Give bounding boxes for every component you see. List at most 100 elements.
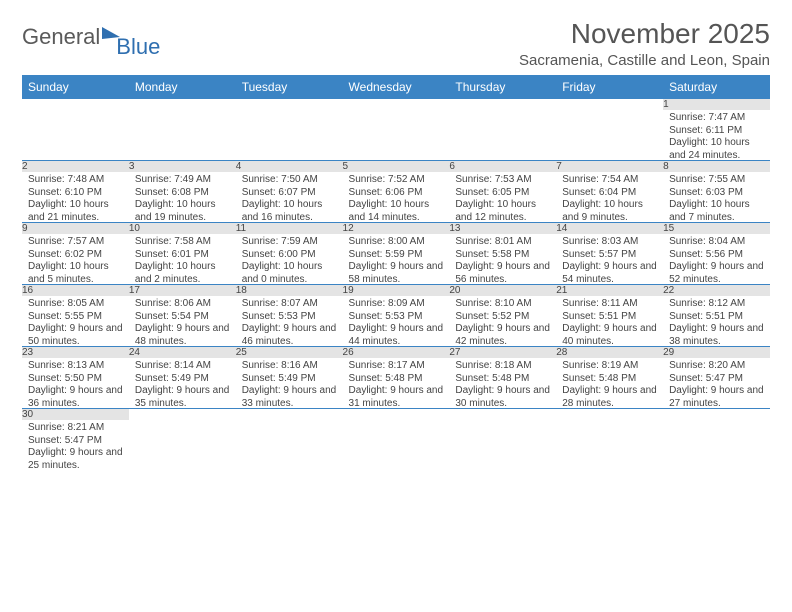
day-number: 28 <box>556 347 663 359</box>
sunrise-text: Sunrise: 7:58 AM <box>135 236 230 249</box>
week-daynum-row: 1 <box>22 99 770 110</box>
day-cell: Sunrise: 8:17 AMSunset: 5:48 PMDaylight:… <box>343 358 450 409</box>
daylight-text: Daylight: 9 hours and 48 minutes. <box>135 323 230 348</box>
sunset-text: Sunset: 5:47 PM <box>28 435 123 448</box>
day-cell: Sunrise: 8:14 AMSunset: 5:49 PMDaylight:… <box>129 358 236 409</box>
sunrise-text: Sunrise: 7:54 AM <box>562 174 657 187</box>
day-number: 27 <box>449 347 556 359</box>
day-cell: Sunrise: 8:20 AMSunset: 5:47 PMDaylight:… <box>663 358 770 409</box>
week-content-row: Sunrise: 7:48 AMSunset: 6:10 PMDaylight:… <box>22 172 770 223</box>
day-number: 14 <box>556 223 663 235</box>
daylight-text: Daylight: 10 hours and 21 minutes. <box>28 199 123 224</box>
day-number <box>129 409 236 421</box>
sunrise-text: Sunrise: 7:59 AM <box>242 236 337 249</box>
week-daynum-row: 23242526272829 <box>22 347 770 359</box>
title-block: November 2025 Sacramenia, Castille and L… <box>519 18 770 69</box>
daylight-text: Daylight: 9 hours and 28 minutes. <box>562 385 657 410</box>
day-number <box>449 99 556 110</box>
location: Sacramenia, Castille and Leon, Spain <box>519 52 770 69</box>
day-cell: Sunrise: 8:01 AMSunset: 5:58 PMDaylight:… <box>449 234 556 285</box>
day-number: 1 <box>663 99 770 110</box>
daylight-text: Daylight: 9 hours and 44 minutes. <box>349 323 444 348</box>
week-content-row: Sunrise: 8:05 AMSunset: 5:55 PMDaylight:… <box>22 296 770 347</box>
day-number: 11 <box>236 223 343 235</box>
sunrise-text: Sunrise: 8:18 AM <box>455 360 550 373</box>
day-cell: Sunrise: 7:50 AMSunset: 6:07 PMDaylight:… <box>236 172 343 223</box>
sunrise-text: Sunrise: 7:47 AM <box>669 112 764 125</box>
sunrise-text: Sunrise: 8:01 AM <box>455 236 550 249</box>
sunset-text: Sunset: 5:49 PM <box>135 373 230 386</box>
day-header: Friday <box>556 75 663 99</box>
day-cell: Sunrise: 8:18 AMSunset: 5:48 PMDaylight:… <box>449 358 556 409</box>
sunset-text: Sunset: 5:48 PM <box>562 373 657 386</box>
daylight-text: Daylight: 10 hours and 7 minutes. <box>669 199 764 224</box>
day-cell: Sunrise: 8:19 AMSunset: 5:48 PMDaylight:… <box>556 358 663 409</box>
sunset-text: Sunset: 5:48 PM <box>349 373 444 386</box>
day-cell: Sunrise: 8:11 AMSunset: 5:51 PMDaylight:… <box>556 296 663 347</box>
day-header: Sunday <box>22 75 129 99</box>
sunset-text: Sunset: 6:02 PM <box>28 249 123 262</box>
day-cell <box>343 110 450 161</box>
logo: General Blue <box>22 18 164 50</box>
week-content-row: Sunrise: 7:57 AMSunset: 6:02 PMDaylight:… <box>22 234 770 285</box>
sunset-text: Sunset: 5:58 PM <box>455 249 550 262</box>
month-title: November 2025 <box>519 18 770 50</box>
day-cell <box>663 420 770 470</box>
day-number: 7 <box>556 161 663 173</box>
day-number <box>556 409 663 421</box>
day-header-row: Sunday Monday Tuesday Wednesday Thursday… <box>22 75 770 99</box>
day-header: Wednesday <box>343 75 450 99</box>
daylight-text: Daylight: 9 hours and 40 minutes. <box>562 323 657 348</box>
week-content-row: Sunrise: 7:47 AMSunset: 6:11 PMDaylight:… <box>22 110 770 161</box>
calendar-body: 1Sunrise: 7:47 AMSunset: 6:11 PMDaylight… <box>22 99 770 470</box>
daylight-text: Daylight: 9 hours and 56 minutes. <box>455 261 550 286</box>
day-number <box>556 99 663 110</box>
day-number: 10 <box>129 223 236 235</box>
day-cell: Sunrise: 7:52 AMSunset: 6:06 PMDaylight:… <box>343 172 450 223</box>
sunrise-text: Sunrise: 8:13 AM <box>28 360 123 373</box>
day-cell <box>449 110 556 161</box>
sunrise-text: Sunrise: 7:55 AM <box>669 174 764 187</box>
day-number: 6 <box>449 161 556 173</box>
day-number: 30 <box>22 409 129 421</box>
day-number <box>343 99 450 110</box>
day-cell <box>556 110 663 161</box>
day-number <box>236 409 343 421</box>
day-number: 17 <box>129 285 236 297</box>
sunrise-text: Sunrise: 8:17 AM <box>349 360 444 373</box>
sunset-text: Sunset: 5:52 PM <box>455 311 550 324</box>
day-number: 4 <box>236 161 343 173</box>
day-cell: Sunrise: 7:47 AMSunset: 6:11 PMDaylight:… <box>663 110 770 161</box>
sunset-text: Sunset: 6:06 PM <box>349 187 444 200</box>
calendar-table: Sunday Monday Tuesday Wednesday Thursday… <box>22 75 770 470</box>
sunset-text: Sunset: 6:03 PM <box>669 187 764 200</box>
sunrise-text: Sunrise: 7:50 AM <box>242 174 337 187</box>
sunrise-text: Sunrise: 8:00 AM <box>349 236 444 249</box>
day-number <box>449 409 556 421</box>
daylight-text: Daylight: 9 hours and 52 minutes. <box>669 261 764 286</box>
day-cell: Sunrise: 7:54 AMSunset: 6:04 PMDaylight:… <box>556 172 663 223</box>
daylight-text: Daylight: 9 hours and 58 minutes. <box>349 261 444 286</box>
sunset-text: Sunset: 6:11 PM <box>669 125 764 138</box>
sunrise-text: Sunrise: 8:16 AM <box>242 360 337 373</box>
day-number: 25 <box>236 347 343 359</box>
day-cell: Sunrise: 7:59 AMSunset: 6:00 PMDaylight:… <box>236 234 343 285</box>
sunrise-text: Sunrise: 8:10 AM <box>455 298 550 311</box>
sunset-text: Sunset: 6:01 PM <box>135 249 230 262</box>
sunrise-text: Sunrise: 7:48 AM <box>28 174 123 187</box>
sunset-text: Sunset: 5:48 PM <box>455 373 550 386</box>
daylight-text: Daylight: 9 hours and 50 minutes. <box>28 323 123 348</box>
sunrise-text: Sunrise: 8:04 AM <box>669 236 764 249</box>
day-number <box>129 99 236 110</box>
day-cell: Sunrise: 8:06 AMSunset: 5:54 PMDaylight:… <box>129 296 236 347</box>
sunset-text: Sunset: 5:59 PM <box>349 249 444 262</box>
day-number: 5 <box>343 161 450 173</box>
day-cell: Sunrise: 8:10 AMSunset: 5:52 PMDaylight:… <box>449 296 556 347</box>
sunset-text: Sunset: 6:05 PM <box>455 187 550 200</box>
day-cell <box>129 420 236 470</box>
daylight-text: Daylight: 10 hours and 0 minutes. <box>242 261 337 286</box>
daylight-text: Daylight: 9 hours and 54 minutes. <box>562 261 657 286</box>
sunrise-text: Sunrise: 8:11 AM <box>562 298 657 311</box>
sunset-text: Sunset: 5:57 PM <box>562 249 657 262</box>
day-cell: Sunrise: 8:04 AMSunset: 5:56 PMDaylight:… <box>663 234 770 285</box>
